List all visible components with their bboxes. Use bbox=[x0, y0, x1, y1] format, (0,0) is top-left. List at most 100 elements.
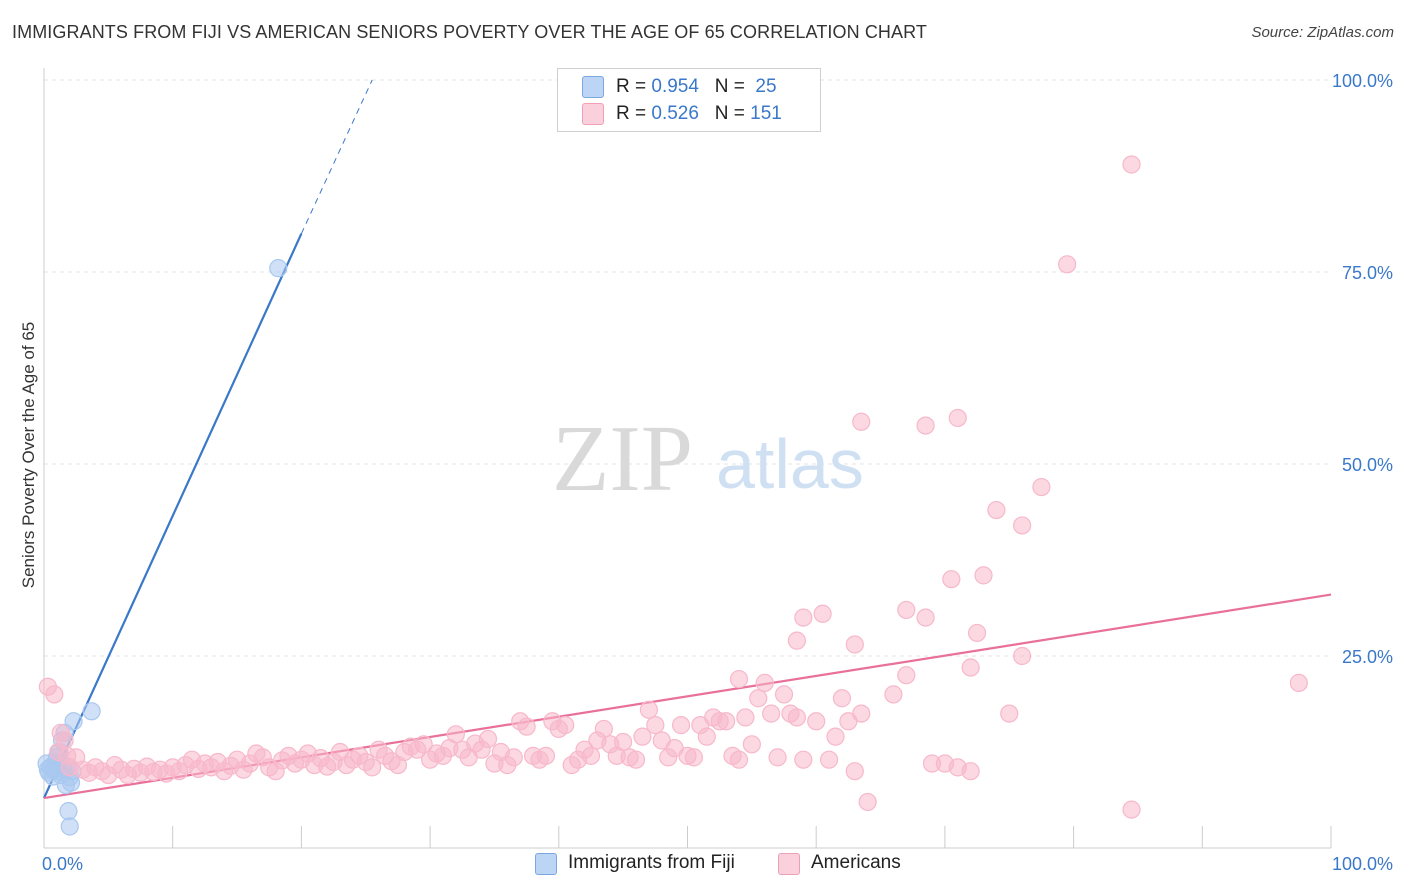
point-1-61 bbox=[414, 735, 433, 754]
point-1-149 bbox=[1032, 477, 1051, 497]
point-0-23 bbox=[38, 760, 57, 779]
point-1-114 bbox=[755, 673, 774, 692]
point-1-151 bbox=[948, 408, 967, 428]
point-1-1 bbox=[45, 685, 64, 704]
point-1-115 bbox=[762, 704, 781, 723]
point-1-105 bbox=[697, 727, 716, 746]
point-1-135 bbox=[1000, 704, 1019, 723]
point-1-146 bbox=[942, 570, 961, 589]
point-1-141 bbox=[845, 635, 864, 654]
chart-title: IMMIGRANTS FROM FIJI VS AMERICAN SENIORS… bbox=[12, 22, 927, 42]
point-1-147 bbox=[974, 566, 993, 585]
point-1-97 bbox=[646, 716, 665, 735]
trend-extension-0 bbox=[300, 79, 373, 234]
legend: R = 0.954 N = 25 R = 0.526 N = 151 bbox=[557, 68, 821, 132]
axes bbox=[43, 68, 1332, 849]
point-1-111 bbox=[736, 708, 755, 727]
tick-labels: 25.0% 50.0% 75.0% 100.0% 0.0% 100.0% bbox=[42, 71, 1393, 874]
legend-swatch-fiji bbox=[582, 76, 604, 98]
point-1-137 bbox=[729, 669, 749, 689]
point-1-66 bbox=[446, 725, 465, 744]
point-1-150 bbox=[1013, 516, 1032, 535]
watermark-atlas: atlas bbox=[716, 425, 864, 503]
point-1-127 bbox=[852, 704, 871, 723]
trend-line-0 bbox=[42, 233, 303, 799]
y-tick-label-2: 75.0% bbox=[1342, 263, 1393, 283]
point-0-13 bbox=[59, 802, 78, 821]
point-1-130 bbox=[897, 666, 916, 685]
point-1-94 bbox=[626, 750, 646, 769]
point-1-152 bbox=[852, 412, 871, 431]
point-1-154 bbox=[1058, 255, 1077, 274]
point-1-71 bbox=[478, 729, 498, 749]
point-1-138 bbox=[787, 631, 806, 650]
bottom-legend-swatch-fiji bbox=[535, 853, 557, 875]
point-1-103 bbox=[684, 748, 704, 767]
point-1-75 bbox=[504, 748, 523, 767]
point-1-108 bbox=[717, 712, 736, 731]
y-tick-label-1: 50.0% bbox=[1342, 455, 1393, 475]
bottom-legend-swatch-americans bbox=[778, 853, 800, 875]
series-1 bbox=[38, 155, 1308, 819]
point-1-136 bbox=[1013, 646, 1032, 666]
point-1-144 bbox=[967, 623, 987, 643]
point-1-89 bbox=[594, 719, 613, 739]
point-1-121 bbox=[807, 712, 826, 731]
data-points bbox=[37, 155, 1308, 836]
point-1-119 bbox=[787, 708, 806, 727]
legend-swatch-americans bbox=[582, 103, 604, 125]
watermark-zip: ZIP bbox=[552, 407, 693, 511]
legend-n-value-americans: 151 bbox=[750, 103, 782, 124]
bottom-legend-label-fiji: Immigrants from Fiji bbox=[568, 852, 735, 873]
x-tick-label-1: 100.0% bbox=[1332, 854, 1393, 874]
point-1-128 bbox=[858, 792, 877, 812]
point-1-153 bbox=[916, 416, 935, 435]
point-1-95 bbox=[633, 727, 652, 746]
point-1-117 bbox=[774, 685, 794, 704]
point-1-140 bbox=[813, 604, 832, 623]
point-1-134 bbox=[961, 762, 980, 781]
point-1-157 bbox=[1289, 673, 1308, 692]
legend-r-label: R = bbox=[616, 76, 652, 97]
point-1-145 bbox=[961, 658, 980, 677]
point-0-14 bbox=[60, 817, 79, 836]
point-1-139 bbox=[794, 608, 813, 627]
point-1-143 bbox=[916, 608, 935, 627]
legend-r-value-fiji: 0.954 bbox=[651, 76, 699, 97]
point-1-126 bbox=[845, 762, 864, 781]
point-1-92 bbox=[614, 732, 633, 752]
point-0-22 bbox=[269, 259, 288, 278]
point-0-16 bbox=[64, 712, 83, 731]
point-1-155 bbox=[1122, 155, 1141, 174]
point-1-112 bbox=[742, 735, 761, 754]
point-1-124 bbox=[832, 689, 852, 708]
bottom-legend-label-americans: Americans bbox=[811, 852, 901, 873]
point-1-122 bbox=[819, 750, 839, 769]
point-1-110 bbox=[729, 750, 749, 769]
legend-r-value-americans: 0.526 bbox=[651, 103, 699, 124]
point-1-129 bbox=[884, 685, 903, 704]
point-1-116 bbox=[768, 748, 787, 767]
y-tick-label-3: 100.0% bbox=[1332, 71, 1393, 91]
x-tick-label-0: 0.0% bbox=[42, 854, 83, 874]
point-1-53 bbox=[363, 758, 382, 777]
legend-r-label: R = bbox=[616, 103, 652, 124]
point-1-80 bbox=[536, 746, 556, 765]
legend-n-label: N = bbox=[714, 103, 751, 124]
point-1-96 bbox=[639, 700, 658, 719]
point-1-142 bbox=[897, 600, 916, 620]
point-1-83 bbox=[556, 716, 575, 735]
y-tick-label-0: 25.0% bbox=[1342, 647, 1393, 667]
point-1-123 bbox=[826, 727, 845, 746]
y-axis-label: Seniors Poverty Over the Age of 65 bbox=[19, 322, 38, 588]
point-1-101 bbox=[671, 716, 691, 735]
point-1-156 bbox=[1122, 800, 1141, 819]
chart-source: Source: ZipAtlas.com bbox=[1251, 24, 1394, 41]
point-1-148 bbox=[987, 500, 1006, 520]
point-1-120 bbox=[794, 750, 813, 769]
legend-n-label: N = bbox=[714, 76, 751, 97]
watermark: ZIP atlas bbox=[552, 407, 864, 511]
point-1-87 bbox=[581, 746, 601, 765]
point-1-113 bbox=[749, 689, 768, 708]
